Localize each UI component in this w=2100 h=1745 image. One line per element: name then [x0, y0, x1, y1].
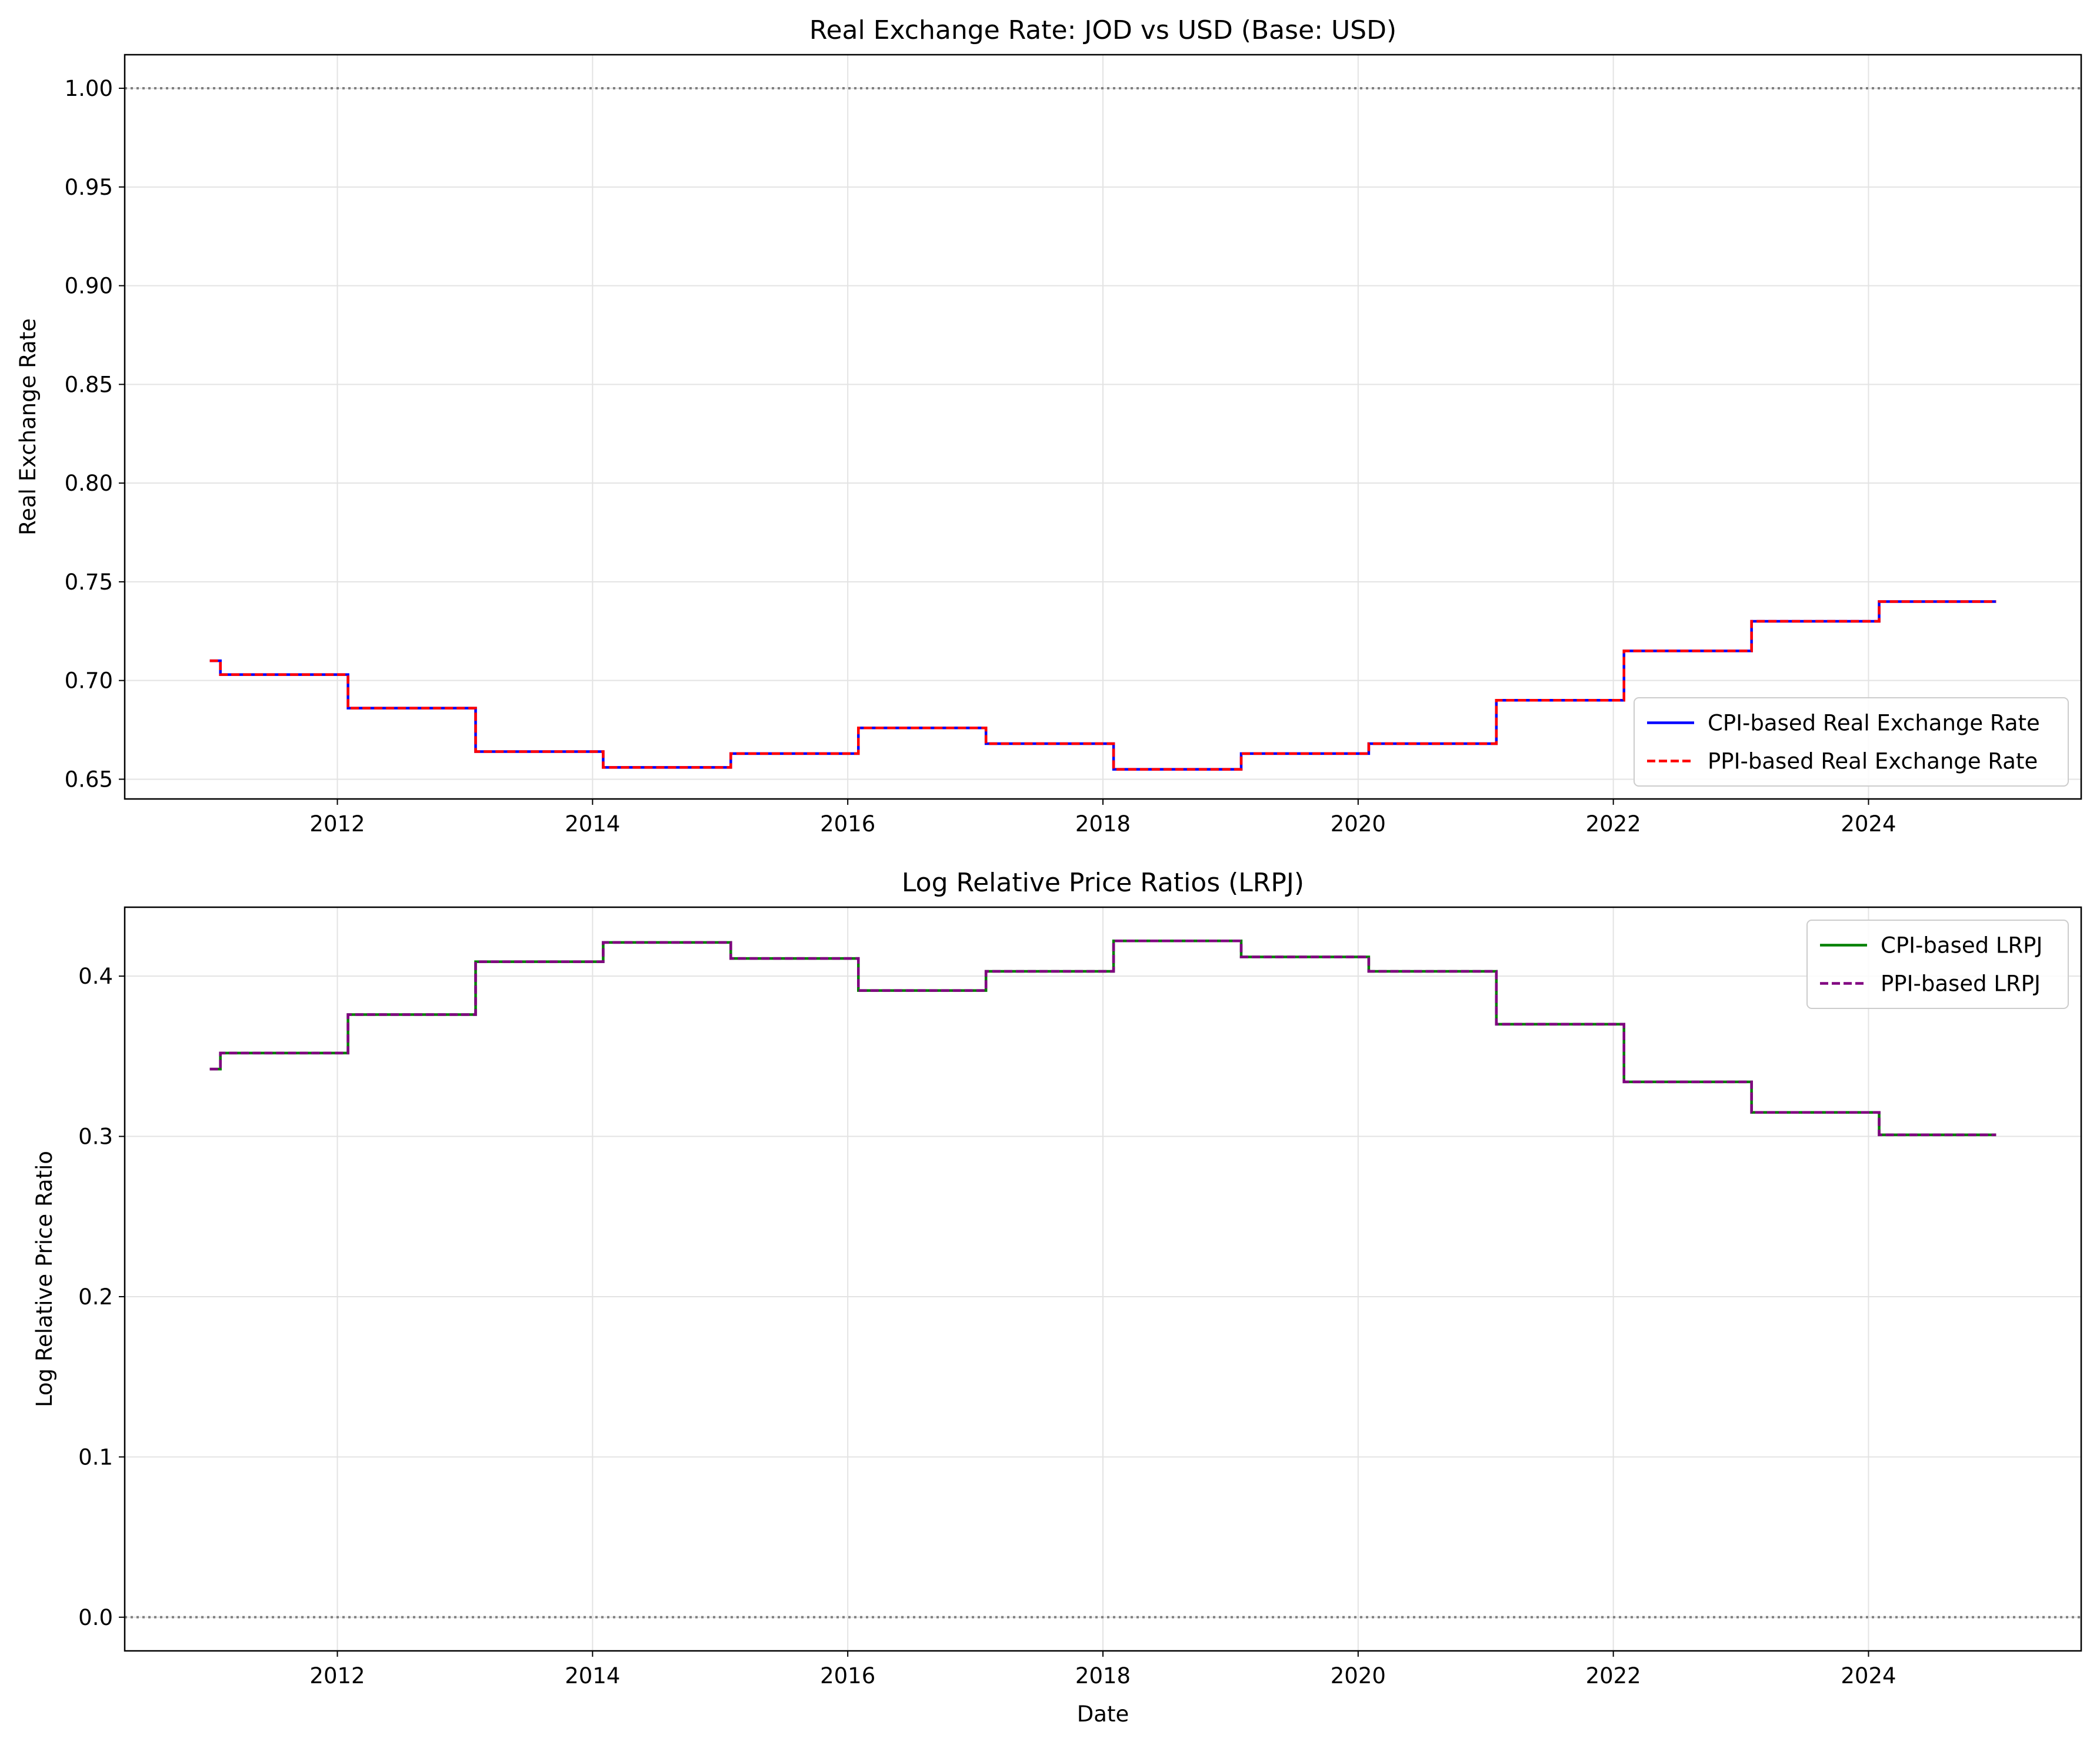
lrpj-legend-label-1: CPI-based LRPJ [1881, 933, 2042, 958]
lrpj-y-tick-label: 0.2 [78, 1284, 113, 1310]
lrpj-x-tick-label: 2018 [1075, 1663, 1131, 1689]
rer-x-tick-label: 2014 [565, 811, 620, 837]
rer-chart-panel: 2012 2014 2016 2018 2020 2022 2024 0.65 0.70 0.75… [15, 15, 2082, 837]
rer-series-line-2 [209, 600, 1996, 771]
lrpj-legend: CPI-based LRPJ PPI-based LRPJ [1806, 920, 2069, 1009]
rer-y-axis-label: Real Exchange Rate [15, 318, 41, 535]
lrpj-x-axis-label: Date [1077, 1701, 1129, 1727]
rer-legend-box [1634, 697, 2069, 787]
lrpj-x-tick-label: 2016 [820, 1663, 875, 1689]
rer-y-tick-label: 0.95 [65, 175, 113, 200]
lrpj-y-axis-label: Log Relative Price Ratio [32, 1151, 57, 1407]
lrpj-x-tick-label: 2014 [565, 1663, 620, 1689]
rer-x-tick-label: 2018 [1075, 811, 1131, 837]
lrpj-y-tick-label: 0.1 [78, 1444, 113, 1470]
lrpj-x-tick-label: 2022 [1586, 1663, 1641, 1689]
lrpj-legend-label-2: PPI-based LRPJ [1881, 971, 2041, 997]
lrpj-x-tick-label: 2012 [309, 1663, 365, 1689]
rer-x-tick-label: 2016 [820, 811, 875, 837]
lrpj-chart-panel: 2012 2014 2016 2018 2020 2022 2024 0.0 0.1 0.2 0.3… [32, 868, 2082, 1727]
rer-x-tick-label: 2020 [1331, 811, 1386, 837]
rer-y-tick-label: 0.65 [65, 767, 113, 792]
rer-x-tick-label: 2012 [309, 811, 365, 837]
lrpj-y-tick-label: 0.3 [78, 1124, 113, 1150]
rer-y-tick-label: 0.90 [65, 274, 113, 299]
rer-x-tick-label: 2022 [1586, 811, 1641, 837]
lrpj-legend-box [1806, 920, 2069, 1009]
rer-x-tick-label: 2024 [1841, 811, 1896, 837]
rer-y-tick-label: 1.00 [65, 76, 113, 101]
rer-y-tick-label: 0.70 [65, 668, 113, 694]
lrpj-x-tick-label: 2020 [1331, 1663, 1386, 1689]
rer-y-tick-label: 0.85 [65, 372, 113, 397]
lrpj-y-tick-label: 0.0 [78, 1605, 113, 1630]
lrpj-series-line-2 [209, 939, 1996, 1137]
rer-legend: CPI-based Real Exchange Rate PPI-based Re… [1634, 697, 2069, 787]
lrpj-x-tick-label: 2024 [1841, 1663, 1896, 1689]
lrpj-chart-title: Log Relative Price Ratios (LRPJ) [902, 868, 1304, 898]
rer-y-tick-label: 0.75 [65, 570, 113, 595]
rer-legend-label-2: PPI-based Real Exchange Rate [1708, 749, 2038, 774]
rer-legend-label-1: CPI-based Real Exchange Rate [1708, 711, 2040, 736]
lrpj-y-tick-label: 0.4 [78, 964, 113, 989]
rer-y-tick-label: 0.80 [65, 471, 113, 496]
rer-chart-title: Real Exchange Rate: JOD vs USD (Base: US… [809, 15, 1396, 45]
